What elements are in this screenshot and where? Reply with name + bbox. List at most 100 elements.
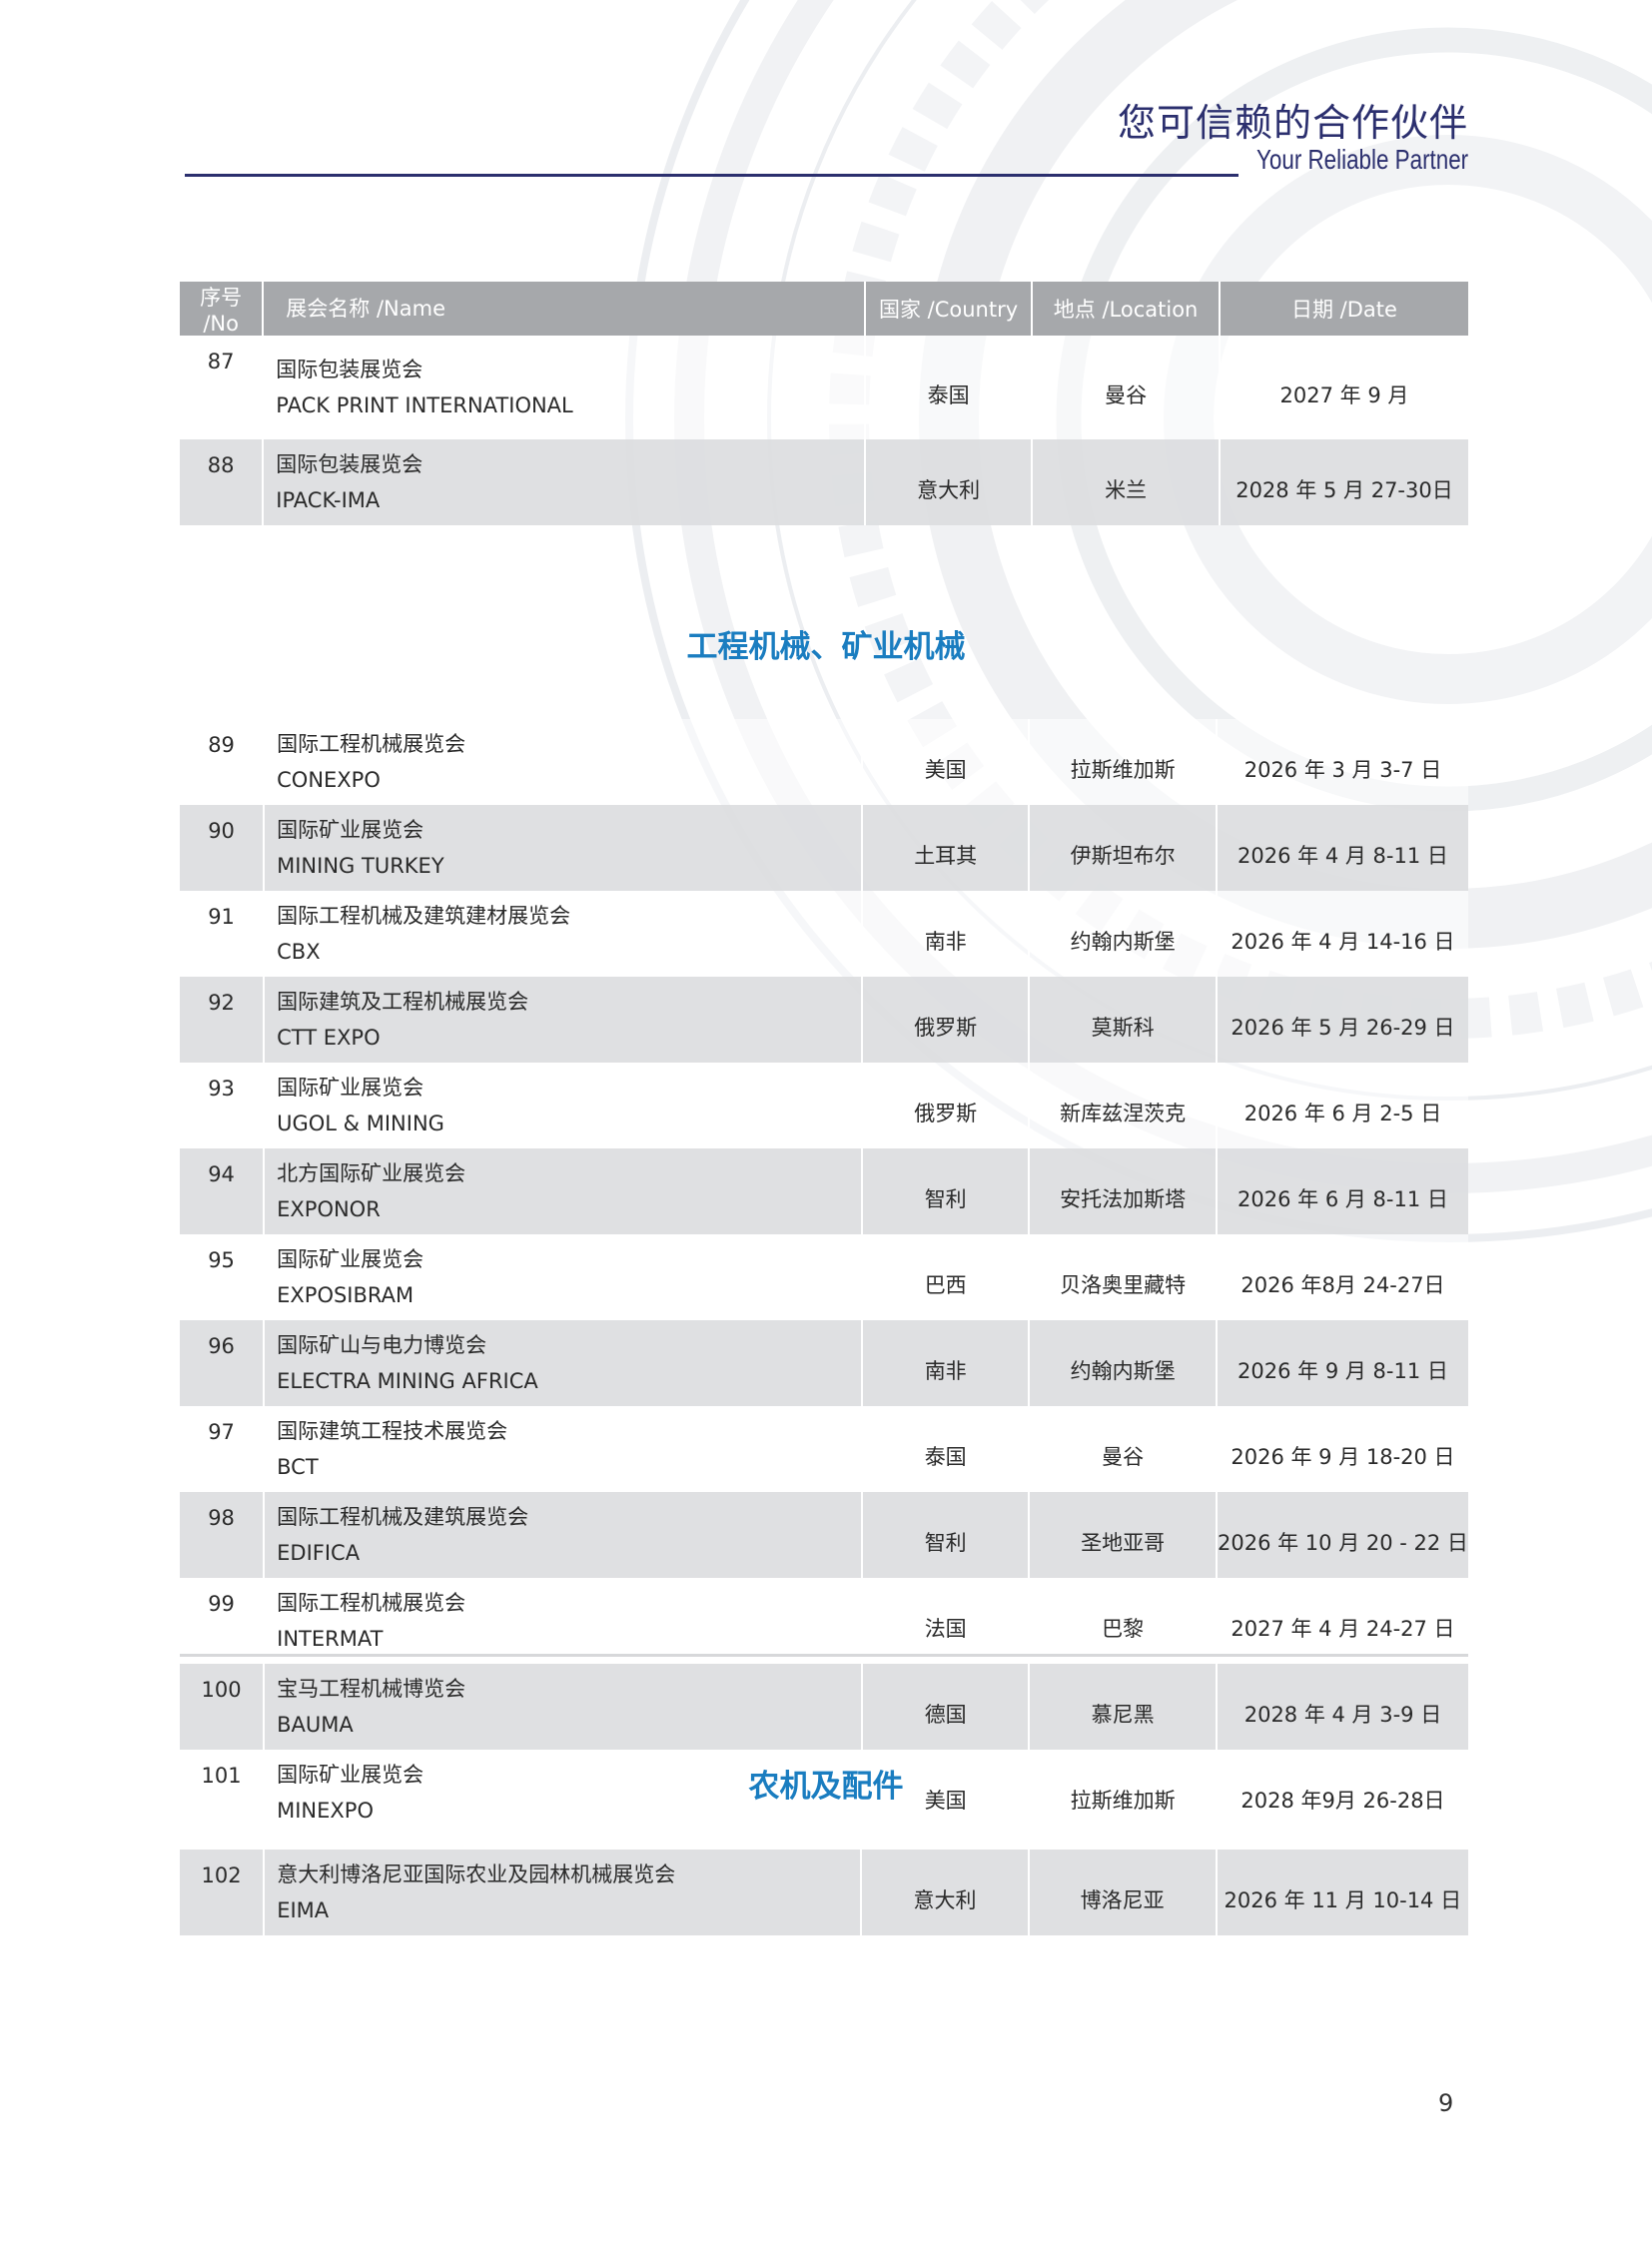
- name-en: PACK PRINT INTERNATIONAL: [276, 393, 573, 417]
- cell-date: 2026 年 4 月 8-11 日: [1216, 805, 1468, 891]
- table-row: 97 国际建筑工程技术展览会 BCT 泰国 曼谷 2026 年 9 月 18-20 日: [180, 1406, 1468, 1492]
- cell-date: 2026 年 6 月 8-11 日: [1216, 1148, 1468, 1234]
- cell-no: 88: [180, 439, 265, 525]
- name-cn: 国际工程机械及建筑展览会: [277, 1505, 529, 1529]
- cell-date: 2026 年 9 月 8-11 日: [1216, 1320, 1468, 1406]
- name-en: MINING TURKEY: [277, 854, 444, 878]
- cell-country: 德国: [862, 1664, 1031, 1750]
- cell-name: 国际包装展览会 PACK PRINT INTERNATIONAL: [263, 336, 866, 439]
- header-country: 国家 /Country: [864, 282, 1034, 336]
- cell-date: 2028 年9月 26-28日: [1216, 1750, 1468, 1836]
- cell-date: 2026 年 10 月 20 - 22 日: [1216, 1492, 1468, 1578]
- name-cn: 国际矿业展览会: [277, 1763, 424, 1787]
- cell-no: 101: [180, 1750, 266, 1836]
- exhibition-table-packaging: 序号 /No 展会名称 /Name 国家 /Country 地点 /Locati…: [180, 282, 1468, 525]
- header-name: 展会名称 /Name: [263, 282, 866, 336]
- table-row: 92 国际建筑及工程机械展览会 CTT EXPO 俄罗斯 莫斯科 2026 年 5 月 2…: [180, 977, 1468, 1063]
- cell-location: 新库兹涅茨克: [1029, 1063, 1218, 1148]
- table-row: 91 国际工程机械及建筑建材展览会 CBX 南非 约翰内斯堡 2026 年 4 月 14-…: [180, 891, 1468, 977]
- table-row: 99 国际工程机械展览会 INTERMAT 法国 巴黎 2027 年 4 月 24-27 …: [180, 1578, 1468, 1664]
- cell-name: 宝马工程机械博览会 BAUMA: [264, 1664, 864, 1750]
- table-row: 94 北方国际矿业展览会 EXPONOR 智利 安托法加斯塔 2026 年 6 月 8-1…: [180, 1148, 1468, 1234]
- cell-location: 巴黎: [1029, 1578, 1218, 1664]
- header-no: 序号 /No: [180, 282, 265, 336]
- cell-location: 拉斯维加斯: [1029, 1750, 1218, 1836]
- cell-country: 智利: [862, 1148, 1031, 1234]
- name-cn: 国际包装展览会: [276, 452, 423, 476]
- cell-no: 95: [180, 1234, 266, 1320]
- cell-location: 拉斯维加斯: [1029, 719, 1218, 805]
- name-cn: 国际建筑工程技术展览会: [277, 1419, 508, 1443]
- cell-no: 98: [180, 1492, 266, 1578]
- cell-no: 91: [180, 891, 266, 977]
- cell-no: 90: [180, 805, 266, 891]
- cell-location: 米兰: [1032, 439, 1221, 525]
- cell-location: 曼谷: [1029, 1406, 1218, 1492]
- cell-country: 俄罗斯: [862, 977, 1031, 1063]
- table-header-row: 序号 /No 展会名称 /Name 国家 /Country 地点 /Locati…: [180, 282, 1468, 336]
- name-en: IPACK-IMA: [276, 488, 381, 512]
- cell-location: 约翰内斯堡: [1029, 891, 1218, 977]
- cell-no: 96: [180, 1320, 266, 1406]
- cell-date: 2027 年 4 月 24-27 日: [1216, 1578, 1468, 1664]
- table-row: 88 国际包装展览会 IPACK-IMA 意大利 米兰 2028 年 5 月 27-30日: [180, 439, 1468, 525]
- header-title-cn: 您可信赖的合作伙伴: [1117, 101, 1468, 145]
- header-location: 地点 /Location: [1032, 282, 1221, 336]
- cell-name: 国际矿业展览会 MINING TURKEY: [264, 805, 864, 891]
- cell-location: 伊斯坦布尔: [1029, 805, 1218, 891]
- cell-country: 土耳其: [862, 805, 1031, 891]
- name-cn: 国际工程机械展览会: [277, 732, 466, 756]
- name-en: EIMA: [277, 1898, 330, 1922]
- table-bottom-rule: [180, 1654, 1468, 1657]
- cell-no: 99: [180, 1578, 266, 1664]
- cell-date: 2028 年 4 月 3-9 日: [1216, 1664, 1468, 1750]
- cell-name: 国际工程机械展览会 INTERMAT: [264, 1578, 864, 1664]
- name-en: EDIFICA: [277, 1541, 361, 1565]
- cell-location: 慕尼黑: [1029, 1664, 1218, 1750]
- table-row: 95 国际矿业展览会 EXPOSIBRAM 巴西 贝洛奥里藏特 2026 年8月 24-2…: [180, 1234, 1468, 1320]
- cell-date: 2026 年8月 24-27日: [1216, 1234, 1468, 1320]
- cell-location: 圣地亚哥: [1029, 1492, 1218, 1578]
- cell-location: 安托法加斯塔: [1029, 1148, 1218, 1234]
- cell-country: 法国: [862, 1578, 1031, 1664]
- name-en: CONEXPO: [277, 768, 381, 792]
- name-cn: 国际包装展览会: [276, 358, 423, 381]
- cell-date: 2026 年 4 月 14-16 日: [1216, 891, 1468, 977]
- cell-country: 意大利: [864, 439, 1034, 525]
- name-cn: 国际矿山与电力博览会: [277, 1333, 487, 1357]
- name-en: ELECTRA MINING AFRICA: [277, 1369, 538, 1393]
- cell-location: 约翰内斯堡: [1029, 1320, 1218, 1406]
- name-en: MINEXPO: [277, 1799, 374, 1823]
- cell-name: 国际矿山与电力博览会 ELECTRA MINING AFRICA: [264, 1320, 864, 1406]
- name-cn: 北方国际矿业展览会: [277, 1161, 466, 1185]
- name-cn: 宝马工程机械博览会: [277, 1677, 466, 1701]
- cell-name: 国际建筑工程技术展览会 BCT: [264, 1406, 864, 1492]
- table-row: 101 国际矿业展览会 MINEXPO 美国 拉斯维加斯 2028 年9月 26-28日: [180, 1750, 1468, 1836]
- table-row: 90 国际矿业展览会 MINING TURKEY 土耳其 伊斯坦布尔 2026 年 4 月…: [180, 805, 1468, 891]
- table-row: 89 国际工程机械展览会 CONEXPO 美国 拉斯维加斯 2026 年 3 月 3-7 …: [180, 719, 1468, 805]
- name-en: INTERMAT: [277, 1627, 384, 1651]
- cell-date: 2026 年 9 月 18-20 日: [1216, 1406, 1468, 1492]
- cell-no: 102: [180, 1850, 266, 1935]
- name-cn: 国际工程机械及建筑建材展览会: [277, 904, 571, 928]
- header-title-en: Your Reliable Partner: [1255, 144, 1468, 175]
- name-en: BCT: [277, 1455, 319, 1479]
- cell-date: 2026 年 3 月 3-7 日: [1216, 719, 1468, 805]
- cell-name: 国际矿业展览会 MINEXPO: [264, 1750, 864, 1836]
- cell-date: 2026 年 11 月 10-14 日: [1216, 1850, 1468, 1935]
- cell-name: 国际工程机械展览会 CONEXPO: [264, 719, 864, 805]
- table-row: 87 国际包装展览会 PACK PRINT INTERNATIONAL 泰国 曼谷 202…: [180, 336, 1468, 439]
- cell-location: 贝洛奥里藏特: [1029, 1234, 1218, 1320]
- name-cn: 意大利博洛尼亚国际农业及园林机械展览会: [277, 1863, 676, 1886]
- cell-name: 国际矿业展览会 UGOL & MINING: [264, 1063, 864, 1148]
- cell-country: 智利: [862, 1492, 1031, 1578]
- table-row: 96 国际矿山与电力博览会 ELECTRA MINING AFRICA 南非 约翰内斯堡…: [180, 1320, 1468, 1406]
- cell-country: 南非: [862, 1320, 1031, 1406]
- cell-country: 泰国: [864, 336, 1034, 439]
- table-row: 98 国际工程机械及建筑展览会 EDIFICA 智利 圣地亚哥 2026 年 10 月 2…: [180, 1492, 1468, 1578]
- cell-name: 北方国际矿业展览会 EXPONOR: [264, 1148, 864, 1234]
- cell-no: 89: [180, 719, 266, 805]
- cell-country: 俄罗斯: [862, 1063, 1031, 1148]
- cell-no: 94: [180, 1148, 266, 1234]
- table-row: 100 宝马工程机械博览会 BAUMA 德国 慕尼黑 2028 年 4 月 3-9 日: [180, 1664, 1468, 1750]
